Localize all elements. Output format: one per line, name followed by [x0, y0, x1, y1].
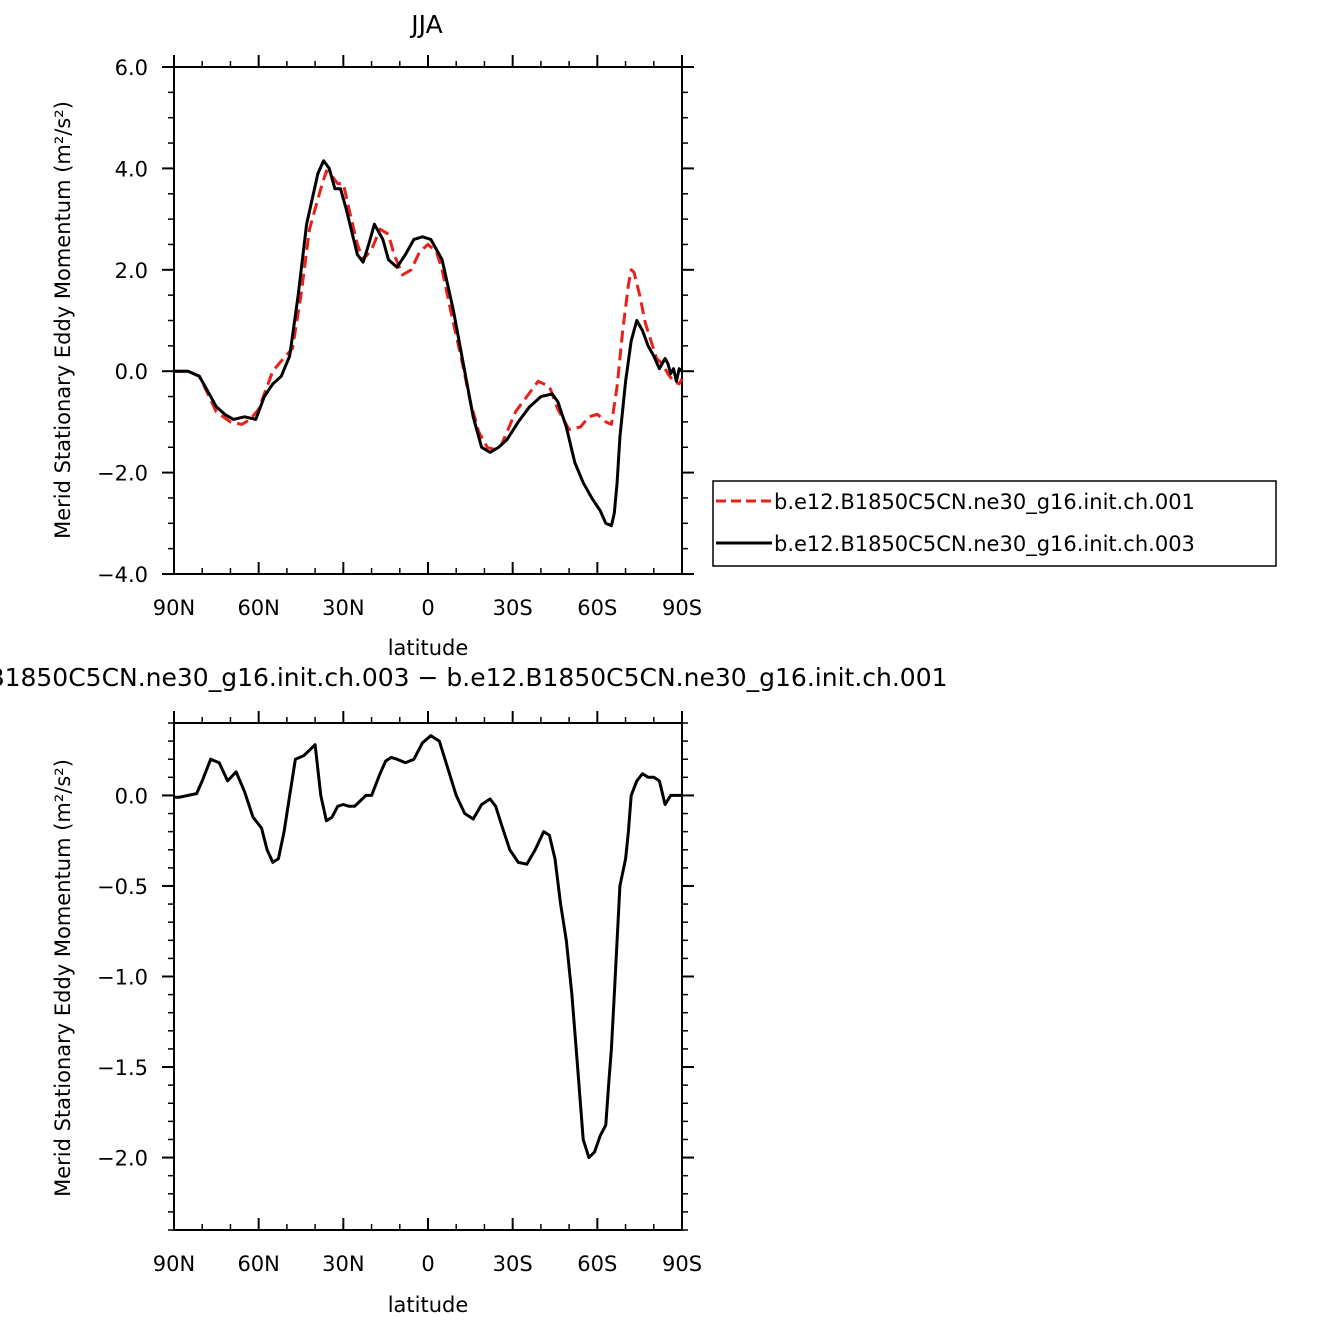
difference-title: b.e12.B1850C5CN.ne30_g16.init.ch.003 − b… — [0, 663, 948, 692]
legend-box — [712, 480, 1277, 567]
y-tick-label: −4.0 — [97, 563, 148, 587]
x-tick-label: 0 — [421, 1252, 434, 1276]
y-tick-label: −1.5 — [97, 1056, 148, 1080]
plot-frame — [173, 66, 683, 575]
y-tick-label: −0.5 — [97, 875, 148, 899]
x-tick-label: 60N — [237, 1252, 279, 1276]
axis-tick-labels: 90N 60N 30N 0 30S 60S 90S −2.0 −1.5 −1.0 −0.5 0.0 — [97, 784, 702, 1276]
x-tick-label: 30N — [322, 1252, 364, 1276]
x-tick-label: 90S — [662, 1252, 702, 1276]
x-tick-label: 90N — [153, 596, 195, 620]
legend-label-ch001: b.e12.B1850C5CN.ne30_g16.init.ch.001 — [774, 490, 1195, 515]
axis-ticks — [162, 55, 694, 575]
y-tick-label: 0.0 — [115, 784, 148, 808]
y-tick-label: 4.0 — [115, 157, 148, 181]
axis-ticks — [162, 711, 694, 1231]
x-tick-label: 0 — [421, 596, 434, 620]
chart-title: JJA — [409, 10, 442, 39]
x-tick-label: 30N — [322, 596, 364, 620]
x-tick-label: 60S — [577, 596, 617, 620]
y-tick-label: −2.0 — [97, 462, 148, 486]
x-tick-label: 30S — [493, 596, 533, 620]
x-tick-label: 30S — [493, 1252, 533, 1276]
x-tick-label: 60S — [577, 1252, 617, 1276]
plot-frame — [173, 722, 683, 1231]
series-line-0 — [174, 734, 682, 1160]
y-axis-label: Merid Stationary Eddy Momentum (m²/s²) — [51, 101, 75, 539]
legend-label-ch003: b.e12.B1850C5CN.ne30_g16.init.ch.003 — [774, 532, 1195, 557]
y-tick-label: 6.0 — [115, 56, 148, 80]
x-axis-label: latitude — [388, 1293, 469, 1317]
x-axis-label: latitude — [388, 636, 469, 660]
x-tick-label: 90S — [662, 596, 702, 620]
y-tick-label: −2.0 — [97, 1147, 148, 1171]
x-tick-label: 90N — [153, 1252, 195, 1276]
y-tick-label: 0.0 — [115, 360, 148, 384]
x-tick-label: 60N — [237, 596, 279, 620]
top-panel: JJA 90N 60N 30N 0 30S 60S 90S −4.0 −2.0 0.0 2.0 4.0… — [51, 10, 702, 660]
series-line-0 — [174, 169, 684, 452]
y-tick-label: −1.0 — [97, 966, 148, 990]
series-line-1 — [174, 159, 683, 528]
axis-tick-labels: 90N 60N 30N 0 30S 60S 90S −4.0 −2.0 0.0 2.0 4.0 6.0 — [97, 56, 702, 620]
series-lines — [174, 734, 682, 1160]
legend: b.e12.B1850C5CN.ne30_g16.init.ch.001 b.e… — [712, 480, 1277, 567]
bottom-panel: b.e12.B1850C5CN.ne30_g16.init.ch.003 − b… — [0, 663, 948, 1317]
y-tick-label: 2.0 — [115, 259, 148, 283]
series-lines — [174, 159, 684, 528]
y-axis-label: Merid Stationary Eddy Momentum (m²/s²) — [51, 759, 75, 1197]
